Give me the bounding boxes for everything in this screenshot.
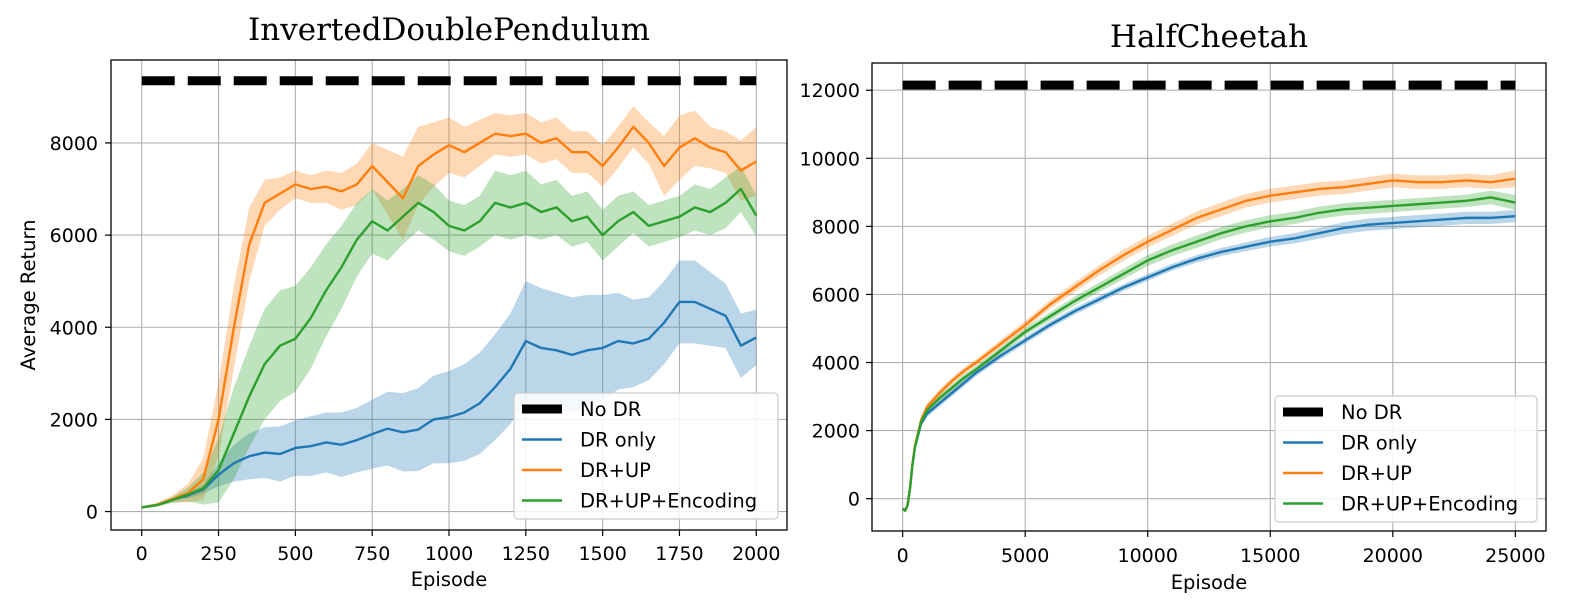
x-tick-label: 1750 [655,543,703,565]
plot-area [141,76,758,509]
band-dr-only [141,260,757,509]
legend: No DR DR only DR+UP DR+UP+Encoding [513,392,779,520]
legend-label: DR+UP [1341,462,1412,485]
x-axis-label: Episode [1171,571,1248,594]
legend-box [513,392,779,520]
plot-frame [871,62,1547,532]
x-tick-label: 0 [897,545,909,567]
grid [111,60,787,530]
chart-title: HalfCheetah [1110,19,1308,55]
legend-label: DR only [580,429,656,452]
x-tick-label: 750 [354,543,390,565]
y-tick-label: 12000 [800,80,860,102]
x-tick-label: 25000 [1485,545,1545,567]
x-tick-label: 0 [136,543,148,565]
chart-panel-2: 0 5000 10000 15000 20000 25000 0 2000 4000 6000 80… [800,19,1547,594]
legend-label: DR only [1341,432,1417,455]
legend-label: No DR [580,398,641,421]
y-tick-label: 6000 [812,284,860,306]
x-axis-label: Episode [411,568,488,591]
x-tick-label: 5000 [1001,545,1049,567]
x-tick-label: 1250 [502,543,550,565]
chart-panel-1: 0 250 500 750 1000 1250 1500 1750 2000 0 2000 4000 6… [17,12,788,591]
series-line-dr-up [141,125,757,509]
legend-label: No DR [1341,401,1402,424]
y-tick-label: 8000 [812,216,860,238]
legend-label: DR+UP+Encoding [580,490,757,513]
x-tick-label: 250 [200,543,236,565]
y-axis-label: Average Return [17,220,40,371]
series-line-dr-up-encoding [901,196,1516,512]
y-tick-label: 10000 [800,148,860,170]
legend-label: DR+UP+Encoding [1341,493,1518,516]
x-tick-label: 1000 [425,543,473,565]
band-dr-up [141,106,757,509]
y-tick-label: 6000 [50,225,98,247]
y-tick-label: 2000 [50,409,98,431]
legend-label: DR+UP [580,459,651,482]
chart-title: InvertedDoublePendulum [248,12,650,48]
series-line-dr-up-encoding [141,187,758,509]
plot-area [901,80,1516,513]
x-tick-label: 15000 [1240,545,1300,567]
x-tick-label: 1500 [578,543,626,565]
y-tick-label: 0 [848,489,860,511]
band-dr-up-encoding [141,165,757,509]
legend-box [1274,395,1538,523]
legend: No DR DR only DR+UP DR+UP+Encoding [1274,395,1538,523]
y-tick-label: 0 [86,502,98,524]
x-tick-label: 500 [277,543,313,565]
y-tick-label: 2000 [812,421,860,443]
y-tick-label: 4000 [50,317,98,339]
y-tick-label: 8000 [50,133,98,155]
x-tick-label: 2000 [732,543,780,565]
x-tick-label: 20000 [1363,545,1423,567]
x-tick-label: 10000 [1118,545,1178,567]
series-line-dr-only [141,300,757,509]
y-tick-label: 4000 [812,353,860,375]
